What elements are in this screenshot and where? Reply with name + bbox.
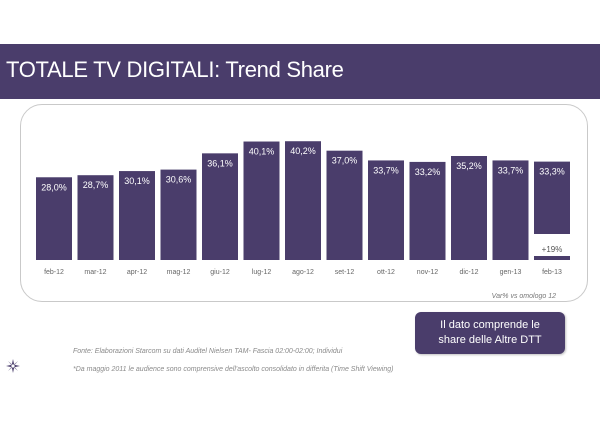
data-label-nov-12: 33,2% xyxy=(415,167,441,177)
bar-mag-12 xyxy=(160,169,197,260)
bar-ago-12 xyxy=(285,141,321,260)
data-label-mar-12: 28,7% xyxy=(83,180,109,190)
data-label-feb-12: 28,0% xyxy=(41,182,67,192)
bar-nov-12 xyxy=(409,161,446,260)
disclaimer-note: *Da maggio 2011 le audience sono compren… xyxy=(73,366,394,373)
bar-dic-12 xyxy=(451,156,487,260)
bar-lug-12 xyxy=(243,141,280,260)
x-tick-label-dic-12: dic-12 xyxy=(459,269,478,276)
data-label-ott-12: 33,7% xyxy=(373,165,399,175)
starburst-logo-icon xyxy=(6,359,20,373)
page-title: TOTALE TV DIGITALI: Trend Share xyxy=(6,57,344,82)
bar-feb-13 xyxy=(534,161,570,234)
bar-mar-12 xyxy=(77,175,114,260)
data-label-dic-12: 35,2% xyxy=(456,161,482,171)
data-label-lug-12: 40,1% xyxy=(249,147,275,157)
bar-feb-12 xyxy=(36,177,72,260)
bar-gen-13 xyxy=(492,160,529,260)
bar-chart: 28,0% 28,7% 30,1% 30,6% 36,1% 40,1% 40,2% 37,0%… xyxy=(36,141,570,300)
callout-box: Il dato comprende le share delle Altre D… xyxy=(415,312,565,354)
x-tick-label-giu-12: giu-12 xyxy=(210,269,230,276)
x-tick-label-apr-12: apr-12 xyxy=(127,269,147,276)
chart-footnote: Var% vs omologo 12 xyxy=(492,293,556,300)
x-tick-label-mar-12: mar-12 xyxy=(84,269,106,276)
data-label-ago-12: 40,2% xyxy=(290,146,316,156)
bar-giu-12 xyxy=(202,153,238,260)
data-label-set-12: 37,0% xyxy=(332,156,358,166)
data-label-apr-12: 30,1% xyxy=(124,176,150,186)
x-tick-label-nov-12: nov-12 xyxy=(417,269,439,276)
chart-frame: 28,0% 28,7% 30,1% 30,6% 36,1% 40,1% 40,2% 37,0%… xyxy=(20,104,588,302)
x-tick-label-set-12: set-12 xyxy=(335,269,355,276)
title-banner: TOTALE TV DIGITALI: Trend Share xyxy=(0,44,600,99)
data-label-gen-13: 33,7% xyxy=(498,165,524,175)
x-tick-label-gen-13: gen-13 xyxy=(500,269,522,276)
callout-text: Il dato comprende le share delle Altre D… xyxy=(438,319,542,346)
x-tick-label-ott-12: ott-12 xyxy=(377,269,395,276)
x-tick-label-ago-12: ago-12 xyxy=(292,269,314,276)
data-label-giu-12: 36,1% xyxy=(207,158,233,168)
x-tick-label-mag-12: mag-12 xyxy=(167,269,191,276)
bar-apr-12 xyxy=(119,171,155,260)
bar-set-12 xyxy=(326,150,363,260)
x-tick-label-lug-12: lug-12 xyxy=(252,269,272,276)
x-tick-label-feb-13: feb-13 xyxy=(542,269,562,276)
bar-ott-12 xyxy=(368,160,404,260)
source-note: Fonte: Elaborazioni Starcom su dati Audi… xyxy=(73,348,343,355)
bar-annotation-label: +19% xyxy=(542,245,563,254)
x-tick-label-feb-12: feb-12 xyxy=(44,269,64,276)
data-label-mag-12: 30,6% xyxy=(166,175,192,185)
data-label-feb-13: 33,3% xyxy=(539,167,565,177)
bar-feb-13-variation xyxy=(534,256,570,260)
